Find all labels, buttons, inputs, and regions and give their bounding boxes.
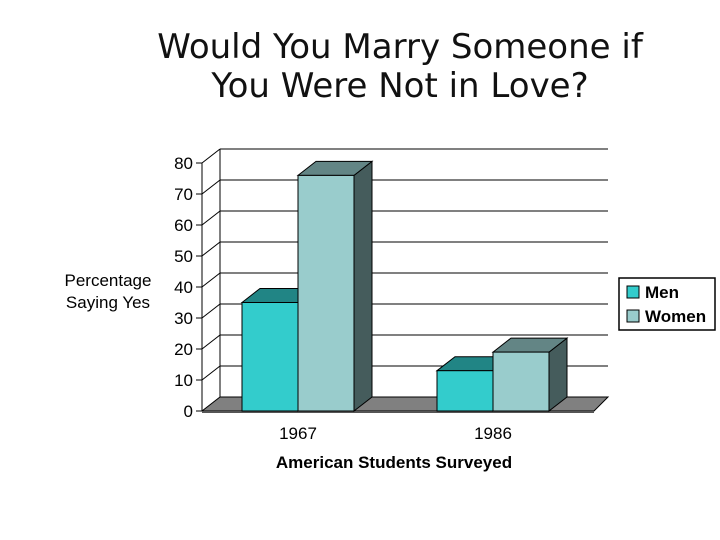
bar-front — [297, 174, 355, 412]
y-tick-label: 30 — [174, 309, 193, 328]
y-tick-label: 0 — [184, 402, 193, 421]
y-axis-title: Percentage Saying Yes — [65, 271, 152, 312]
chart-title-line-2: You Were Not in Love? — [211, 66, 589, 106]
x-axis-title: American Students Surveyed — [276, 453, 512, 472]
y-tick-label: 20 — [174, 340, 193, 359]
gridline-depth — [201, 334, 221, 350]
axes — [196, 149, 221, 412]
bars — [240, 160, 569, 413]
legend-label-men: Men — [645, 283, 679, 302]
bar-side — [353, 160, 373, 413]
chart-title-line-1: Would You Marry Someone if — [157, 27, 643, 67]
axis-labels: 0 10 20 30 40 50 60 70 80 1967 1986 American Studen… — [65, 154, 513, 472]
legend: Men Women — [618, 277, 716, 331]
chart-title: Would You Marry Someone if You Were Not … — [80, 28, 720, 106]
y-tick-label: 40 — [174, 278, 193, 297]
y-tick-label: 10 — [174, 371, 193, 390]
legend-swatch-women — [626, 309, 640, 323]
legend-swatch-men — [626, 285, 640, 299]
x-category-label: 1967 — [279, 424, 317, 443]
bar-front — [436, 370, 494, 412]
gridline-depth — [201, 179, 221, 195]
gridline-depth — [201, 303, 221, 319]
x-category-label: 1986 — [474, 424, 512, 443]
y-tick-label: 50 — [174, 247, 193, 266]
gridline-depth — [201, 241, 221, 257]
bar-women-1986 — [491, 337, 569, 413]
gridline-depth — [201, 272, 221, 288]
gridline-depth — [201, 365, 221, 381]
bar-women-1967 — [296, 160, 374, 413]
gridline-depth — [201, 210, 221, 226]
bar-front — [241, 302, 299, 412]
y-axis-title-line: Percentage — [65, 271, 152, 290]
bar-front — [492, 351, 550, 412]
gridline-depth — [201, 148, 221, 164]
y-tick-label: 60 — [174, 216, 193, 235]
y-tick-label: 80 — [174, 154, 193, 173]
y-tick-label: 70 — [174, 185, 193, 204]
legend-label-women: Women — [645, 307, 706, 326]
y-axis-title-line: Saying Yes — [66, 293, 150, 312]
